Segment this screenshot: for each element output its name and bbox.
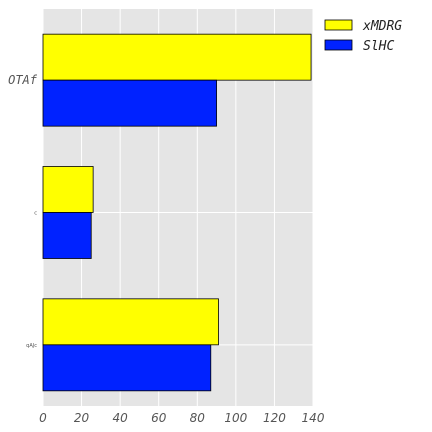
- x-tick-label-1: 20: [74, 411, 90, 425]
- bar-SlHC-qAJc: [42, 344, 212, 392]
- legend-swatch-xMDRG: [324, 19, 353, 31]
- x-tick-label-6: 120: [263, 411, 286, 425]
- x-tick-label-2: 40: [113, 411, 129, 425]
- x-tick-label-5: 100: [224, 411, 247, 425]
- bar-SlHC-c: [42, 212, 92, 259]
- x-tick-label-4: 80: [190, 411, 206, 425]
- legend-swatch-SlHC: [324, 39, 353, 51]
- y-tick-label-1: c: [34, 211, 37, 217]
- bar-SlHC-OTAf: [42, 79, 217, 127]
- x-tick-label-0: 0: [39, 411, 47, 425]
- bar-xMDRG-qAJc: [42, 298, 219, 346]
- legend-label-SlHC: SlHC: [363, 39, 394, 54]
- legend-label-xMDRG: xMDRG: [362, 19, 402, 34]
- x-tick-label-3: 60: [151, 411, 167, 425]
- bar-xMDRG-c: [42, 166, 94, 213]
- x-tick-label-7: 140: [302, 411, 325, 425]
- y-tick-label-2: qAJc: [26, 343, 37, 349]
- bar-xMDRG-OTAf: [42, 33, 312, 81]
- y-tick-label-0: OTAf: [8, 73, 38, 87]
